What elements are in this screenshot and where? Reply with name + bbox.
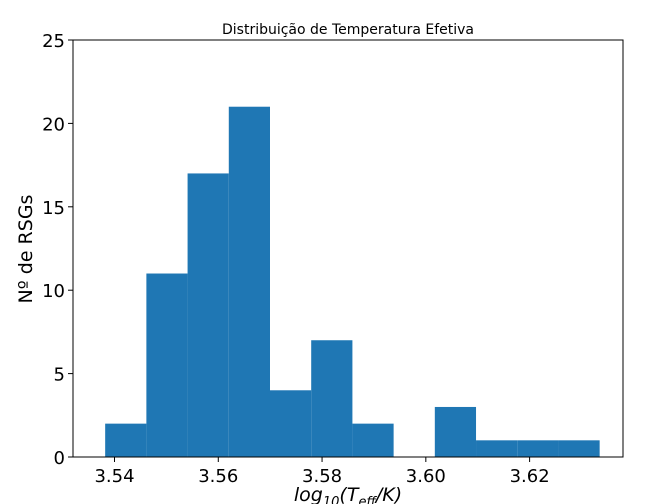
y-axis-ticks: 0 5 10 15 20 25 [42, 31, 73, 469]
histogram-bar [228, 106, 270, 457]
y-tick-label: 10 [42, 281, 65, 302]
histogram-bar [558, 440, 600, 457]
y-tick-label: 20 [42, 114, 65, 135]
bars-group [105, 106, 600, 457]
histogram-bar [434, 406, 477, 457]
y-tick-label: 25 [42, 31, 65, 52]
x-label-base: 10 [323, 495, 340, 504]
histogram-bar [146, 273, 188, 457]
plot-frame [72, 39, 624, 458]
x-axis-label: log10(Teff/K) [294, 484, 402, 504]
x-tick-label: 3.60 [406, 466, 446, 487]
x-label-subscript: eff [358, 495, 377, 504]
chart-title: Distribuição de Temperatura Efetiva [222, 22, 474, 38]
histogram-bar [105, 423, 147, 457]
x-tick-label: 3.56 [198, 466, 238, 487]
histogram-bar [311, 340, 353, 457]
x-tick-label: 3.54 [94, 466, 134, 487]
x-tick-label: 3.58 [302, 466, 342, 487]
x-label-open: (T [339, 484, 359, 504]
x-axis-ticks: 3.54 3.56 3.58 3.60 3.62 [94, 457, 550, 487]
y-tick-label: 15 [42, 198, 65, 219]
histogram-bar [476, 440, 518, 457]
y-tick-label: 5 [54, 365, 65, 386]
x-tick-label: 3.62 [510, 466, 550, 487]
histogram-bar [517, 440, 559, 457]
histogram-bar [270, 390, 312, 457]
histogram-bar [352, 423, 394, 457]
y-axis-label: Nº de RSGs [15, 195, 37, 304]
y-tick-label: 0 [54, 448, 65, 469]
x-label-log: log [294, 484, 323, 504]
histogram-bar [187, 173, 229, 457]
x-label-close: /K) [374, 484, 402, 504]
